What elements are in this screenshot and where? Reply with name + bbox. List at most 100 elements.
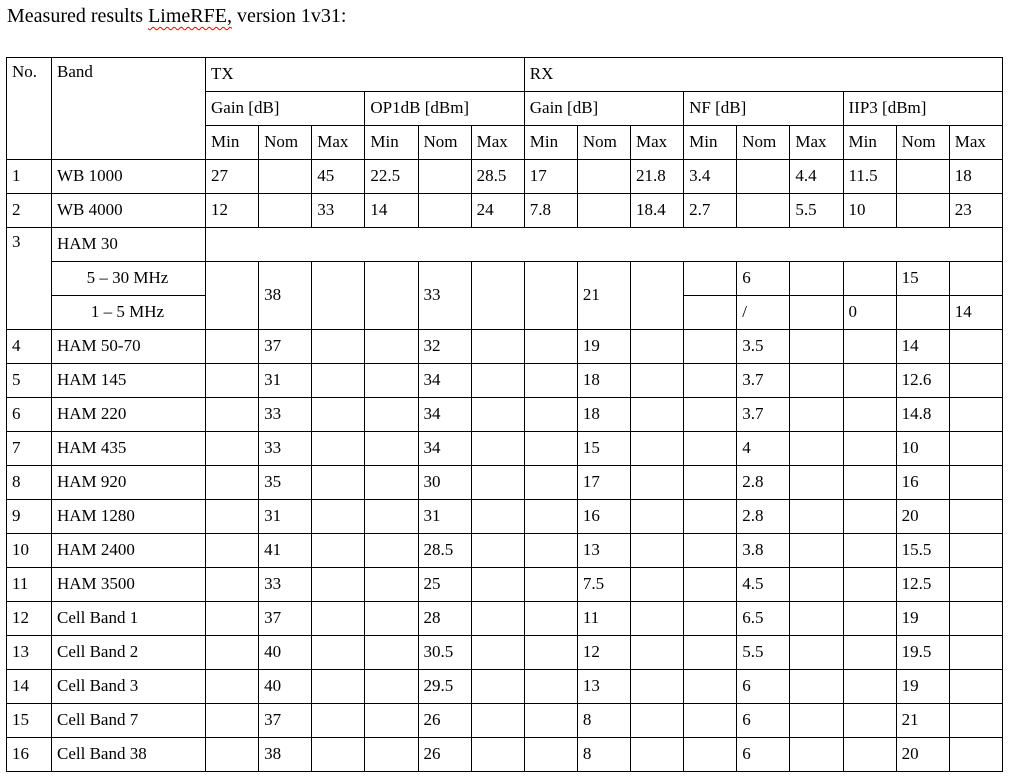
value-cell: [683, 363, 738, 398]
value-cell: [523, 261, 578, 330]
value-cell: [683, 431, 738, 466]
table-row: 9 HAM 1280 31 31 16 2.8 20: [6, 499, 1004, 534]
value-cell: [470, 261, 525, 330]
value-cell: [948, 499, 1004, 534]
value-cell: [311, 499, 366, 534]
value-cell: [523, 533, 578, 568]
value-cell: [789, 363, 844, 398]
value-cell: [629, 431, 685, 466]
value-cell: [842, 669, 897, 704]
value-cell: 6.5: [736, 601, 791, 636]
row-number-cell: 11: [6, 567, 52, 602]
row-number-cell: 10: [6, 533, 52, 568]
value-cell: [204, 329, 260, 364]
value-cell: 18: [576, 363, 632, 398]
value-cell: [204, 737, 260, 772]
value-cell: [948, 737, 1004, 772]
value-cell: [311, 261, 366, 330]
value-cell: [204, 601, 260, 636]
value-cell: 12: [204, 193, 260, 228]
value-cell: [364, 499, 419, 534]
value-cell: 29.5: [417, 669, 472, 704]
header-minmax-cell: Nom: [895, 125, 950, 160]
value-cell: [364, 601, 419, 636]
value-cell: [842, 533, 897, 568]
value-cell: [683, 465, 738, 500]
value-cell: [470, 737, 525, 772]
value-cell: [842, 431, 897, 466]
title-prefix: Measured results: [7, 5, 149, 27]
header-rx-iip3: IIP3 [dBm]: [842, 91, 1003, 126]
value-cell: [842, 567, 897, 602]
value-cell: 41: [258, 533, 313, 568]
value-cell: [683, 635, 738, 670]
value-cell: [364, 465, 419, 500]
value-cell: [258, 159, 313, 194]
value-cell: 33: [258, 567, 313, 602]
value-cell: 37: [258, 601, 313, 636]
value-cell: 21: [895, 703, 950, 738]
value-cell: [842, 703, 897, 738]
value-cell: [789, 397, 844, 432]
value-cell: [311, 703, 366, 738]
band-cell: HAM 220: [51, 397, 206, 432]
value-cell: [948, 363, 1004, 398]
value-cell: [629, 567, 685, 602]
value-cell: [789, 295, 844, 330]
value-cell: 4: [736, 431, 791, 466]
value-cell: 3.8: [736, 533, 791, 568]
value-cell: [789, 737, 844, 772]
value-cell: [258, 193, 313, 228]
value-cell: 31: [258, 499, 313, 534]
value-cell: [842, 397, 897, 432]
value-cell: [311, 669, 366, 704]
band-cell: Cell Band 1: [51, 601, 206, 636]
header-rx-nf: NF [dB]: [683, 91, 844, 126]
header-tx-op1db: OP1dB [dBm]: [364, 91, 525, 126]
value-cell: 6: [736, 737, 791, 772]
value-cell: [523, 669, 578, 704]
value-cell: [523, 499, 578, 534]
value-cell: 16: [576, 499, 632, 534]
value-cell: 40: [258, 635, 313, 670]
value-cell: [948, 397, 1004, 432]
band-subrange-cell: 1 – 5 MHz: [51, 295, 206, 330]
value-cell: 15: [576, 431, 632, 466]
value-cell: [364, 397, 419, 432]
value-cell: 12: [576, 635, 632, 670]
value-cell: 17: [523, 159, 578, 194]
header-minmax-cell: Min: [204, 125, 260, 160]
header-rx-gain: Gain [dB]: [523, 91, 685, 126]
header-minmax-cell: Min: [523, 125, 578, 160]
value-cell: 28: [417, 601, 472, 636]
row-number-cell: 2: [6, 193, 52, 228]
value-cell: [364, 567, 419, 602]
table-row: 1 – 5 MHz / 0 14: [7, 295, 1004, 330]
value-cell: [842, 635, 897, 670]
value-cell: [789, 261, 844, 296]
value-cell: 2.7: [683, 193, 738, 228]
header-groups-row: Gain [dB] OP1dB [dBm] Gain [dB] NF [dB] …: [7, 91, 1003, 126]
band-subrange-cell: 5 – 30 MHz: [51, 261, 206, 296]
band-cell: Cell Band 38: [51, 737, 206, 772]
value-cell: [523, 601, 578, 636]
value-cell: [948, 635, 1004, 670]
value-cell: [842, 363, 897, 398]
header-minmax-cell: Nom: [417, 125, 472, 160]
band-cell: HAM 435: [51, 431, 206, 466]
table-row: 3 HAM 30: [6, 227, 1003, 330]
value-cell: 13: [576, 669, 632, 704]
value-cell: 3.7: [736, 397, 791, 432]
value-cell: [683, 329, 738, 364]
row-number-cell: 8: [6, 465, 52, 500]
value-cell: 18: [576, 397, 632, 432]
value-cell: 5.5: [736, 635, 791, 670]
row-number-cell: 16: [6, 737, 52, 772]
value-cell: 33: [258, 397, 313, 432]
band-cell: HAM 1280: [51, 499, 206, 534]
value-cell: [204, 431, 260, 466]
value-cell: [948, 533, 1004, 568]
value-cell: 34: [417, 397, 472, 432]
value-cell: [629, 397, 685, 432]
value-cell: [204, 261, 260, 330]
